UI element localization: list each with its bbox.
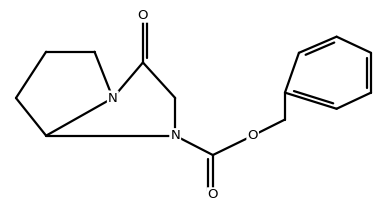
Text: O: O (138, 9, 148, 22)
Text: N: N (170, 129, 180, 142)
Text: O: O (247, 129, 258, 142)
Text: O: O (207, 188, 218, 201)
Text: N: N (108, 92, 118, 105)
